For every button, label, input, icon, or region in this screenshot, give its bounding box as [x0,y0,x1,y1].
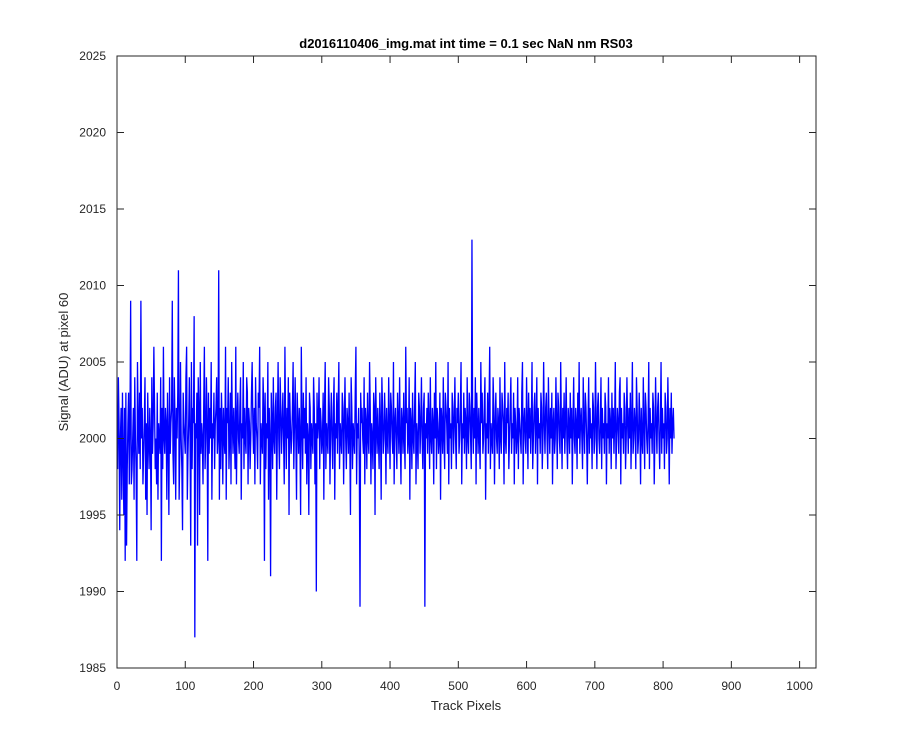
x-axis-label: Track Pixels [431,698,502,713]
x-tick-label: 900 [721,679,741,693]
x-tick-label: 200 [244,679,264,693]
x-tick-label: 800 [653,679,673,693]
y-tick-label: 2025 [79,49,106,63]
y-axis-label: Signal (ADU) at pixel 60 [56,293,71,432]
y-tick-label: 1990 [79,585,106,599]
x-tick-label: 300 [312,679,332,693]
x-tick-label: 0 [114,679,121,693]
y-tick-label: 2005 [79,355,106,369]
y-tick-label: 2000 [79,432,106,446]
x-tick-label: 100 [175,679,195,693]
y-tick-label: 1985 [79,661,106,675]
x-tick-label: 500 [448,679,468,693]
x-tick-label: 1000 [786,679,813,693]
x-tick-label: 400 [380,679,400,693]
y-tick-label: 1995 [79,508,106,522]
y-tick-label: 2020 [79,126,106,140]
chart-title: d2016110406_img.mat int time = 0.1 sec N… [299,36,632,51]
y-tick-label: 2015 [79,202,106,216]
x-tick-label: 700 [585,679,605,693]
axes-background [117,56,816,668]
y-tick-label: 2010 [79,279,106,293]
series-line [117,239,675,638]
ticks-layer: 0 100 200 300 400 500 600 700 800 900 1000 1985 1990… [79,49,816,693]
series-layer [117,239,675,638]
x-tick-label: 600 [517,679,537,693]
